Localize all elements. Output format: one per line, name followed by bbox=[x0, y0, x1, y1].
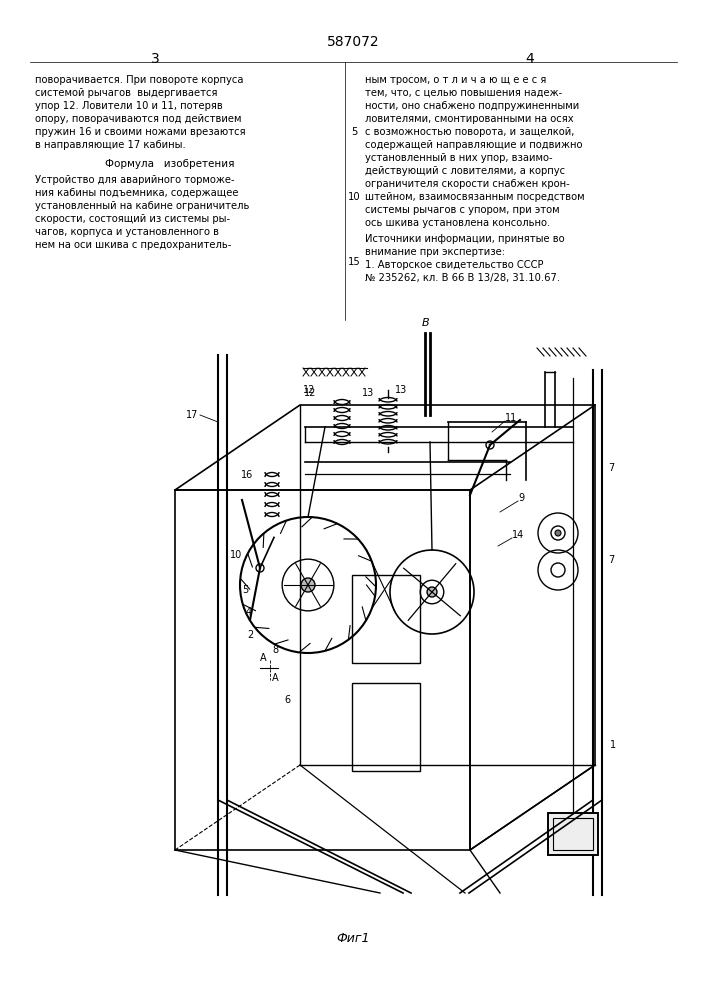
Text: штейном, взаимосвязанным посредством: штейном, взаимосвязанным посредством bbox=[365, 192, 585, 202]
Text: A: A bbox=[271, 673, 279, 683]
Bar bbox=[352, 683, 420, 771]
Circle shape bbox=[427, 587, 437, 597]
Text: 4: 4 bbox=[525, 52, 534, 66]
Text: 14: 14 bbox=[512, 530, 525, 540]
Text: 11: 11 bbox=[505, 413, 518, 423]
Text: с возможностью поворота, и защелкой,: с возможностью поворота, и защелкой, bbox=[365, 127, 574, 137]
Text: ности, оно снабжено подпружиненными: ности, оно снабжено подпружиненными bbox=[365, 101, 579, 111]
Bar bbox=[352, 575, 420, 663]
Text: пружин 16 и своими ножами врезаются: пружин 16 и своими ножами врезаются bbox=[35, 127, 245, 137]
Text: 2: 2 bbox=[247, 630, 254, 640]
Text: 13: 13 bbox=[362, 388, 374, 398]
Text: A: A bbox=[259, 653, 267, 663]
Text: скорости, состоящий из системы ры-: скорости, состоящий из системы ры- bbox=[35, 214, 230, 224]
Text: 4: 4 bbox=[246, 607, 252, 617]
Bar bbox=[175, 490, 470, 850]
Text: 5: 5 bbox=[242, 585, 248, 595]
Text: 10: 10 bbox=[348, 192, 361, 202]
Text: 1. Авторское свидетельство СССР: 1. Авторское свидетельство СССР bbox=[365, 260, 544, 270]
Text: 9: 9 bbox=[518, 493, 524, 503]
Text: 13: 13 bbox=[395, 385, 407, 395]
Bar bbox=[548, 813, 598, 855]
Text: 587072: 587072 bbox=[327, 35, 380, 49]
Text: ось шкива установлена консольно.: ось шкива установлена консольно. bbox=[365, 218, 550, 228]
Text: ловителями, смонтированными на осях: ловителями, смонтированными на осях bbox=[365, 114, 573, 124]
Circle shape bbox=[301, 578, 315, 592]
Text: установленный на кабине ограничитель: установленный на кабине ограничитель bbox=[35, 201, 250, 211]
Text: 12: 12 bbox=[303, 385, 315, 395]
Text: опору, поворачиваются под действием: опору, поворачиваются под действием bbox=[35, 114, 242, 124]
Text: Формула   изобретения: Формула изобретения bbox=[105, 159, 235, 169]
Text: Устройство для аварийного торможе-: Устройство для аварийного торможе- bbox=[35, 175, 235, 185]
Text: ния кабины подъемника, содержащее: ния кабины подъемника, содержащее bbox=[35, 188, 238, 198]
Text: № 235262, кл. В 66 В 13/28, 31.10.67.: № 235262, кл. В 66 В 13/28, 31.10.67. bbox=[365, 273, 560, 283]
Bar bbox=[553, 818, 593, 850]
Text: 16: 16 bbox=[241, 470, 253, 480]
Text: 5: 5 bbox=[351, 127, 357, 137]
Text: Фиг1: Фиг1 bbox=[337, 932, 370, 945]
Text: нем на оси шкива с предохранитель-: нем на оси шкива с предохранитель- bbox=[35, 240, 231, 250]
Text: B: B bbox=[422, 318, 430, 328]
Text: системы рычагов с упором, при этом: системы рычагов с упором, при этом bbox=[365, 205, 560, 215]
Text: 8: 8 bbox=[272, 645, 278, 655]
Bar bbox=[548, 813, 598, 855]
Text: Источники информации, принятые во: Источники информации, принятые во bbox=[365, 234, 565, 244]
Text: 15: 15 bbox=[348, 257, 361, 267]
Text: 3: 3 bbox=[151, 52, 159, 66]
Text: внимание при экспертизе:: внимание при экспертизе: bbox=[365, 247, 505, 257]
Text: в направляющие 17 кабины.: в направляющие 17 кабины. bbox=[35, 140, 186, 150]
Circle shape bbox=[555, 530, 561, 536]
Text: чагов, корпуса и установленного в: чагов, корпуса и установленного в bbox=[35, 227, 219, 237]
Text: ным тросом, о т л и ч а ю щ е е с я: ным тросом, о т л и ч а ю щ е е с я bbox=[365, 75, 547, 85]
Text: 7: 7 bbox=[608, 463, 614, 473]
Text: 1: 1 bbox=[610, 740, 616, 750]
Text: ограничителя скорости снабжен крон-: ограничителя скорости снабжен крон- bbox=[365, 179, 570, 189]
Text: содержащей направляющие и подвижно: содержащей направляющие и подвижно bbox=[365, 140, 583, 150]
Text: действующий с ловителями, а корпус: действующий с ловителями, а корпус bbox=[365, 166, 565, 176]
Text: 12: 12 bbox=[303, 388, 316, 398]
Text: тем, что, с целью повышения надеж-: тем, что, с целью повышения надеж- bbox=[365, 88, 562, 98]
Text: упор 12. Ловители 10 и 11, потеряв: упор 12. Ловители 10 и 11, потеряв bbox=[35, 101, 223, 111]
Text: 7: 7 bbox=[608, 555, 614, 565]
Text: 10: 10 bbox=[230, 550, 242, 560]
Text: системой рычагов  выдергивается: системой рычагов выдергивается bbox=[35, 88, 218, 98]
Text: 6: 6 bbox=[284, 695, 290, 705]
Text: поворачивается. При повороте корпуса: поворачивается. При повороте корпуса bbox=[35, 75, 243, 85]
Text: 17: 17 bbox=[186, 410, 198, 420]
Text: установленный в них упор, взаимо-: установленный в них упор, взаимо- bbox=[365, 153, 553, 163]
